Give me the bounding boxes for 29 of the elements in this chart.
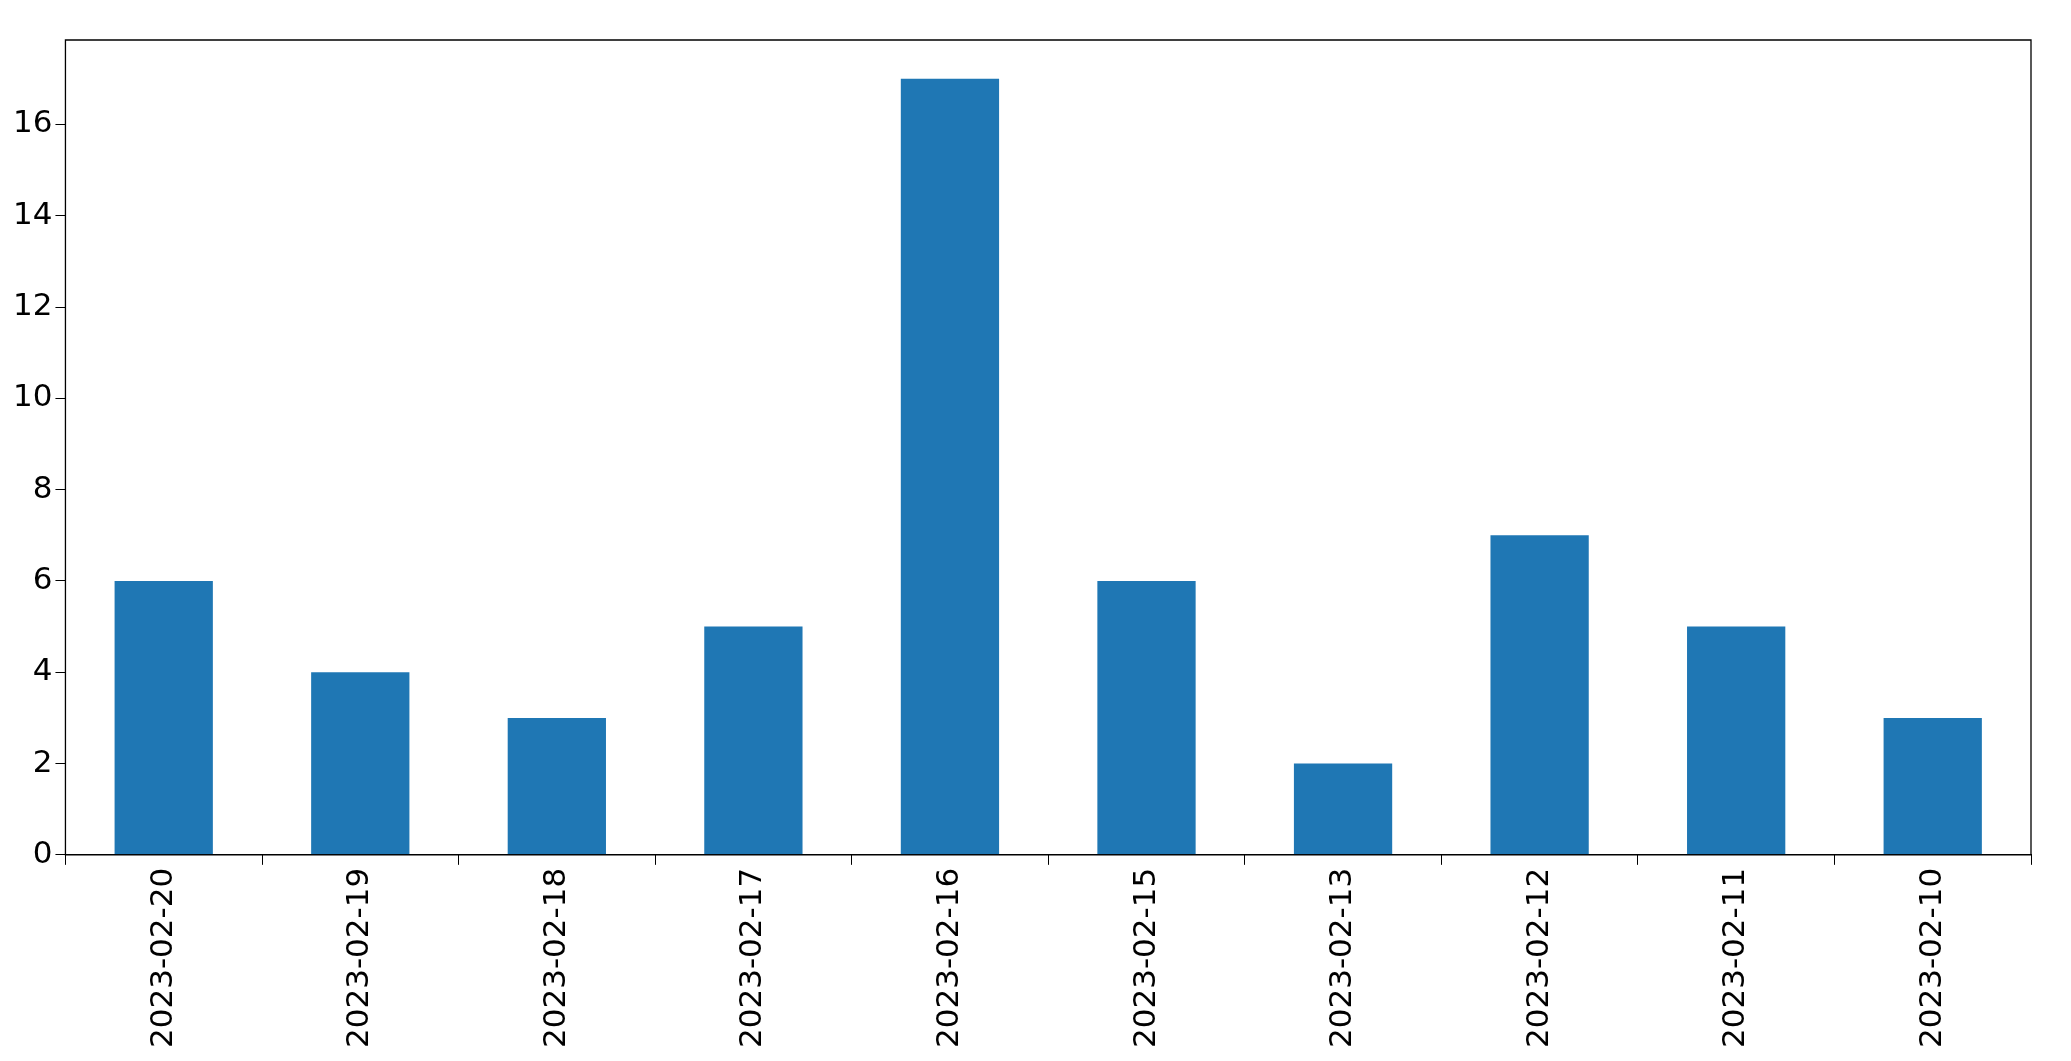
bar xyxy=(1097,580,1196,855)
y-tick-label: 12 xyxy=(12,286,53,323)
bar xyxy=(1687,626,1786,855)
bar xyxy=(311,672,410,855)
y-tick-label: 10 xyxy=(12,377,53,414)
bar xyxy=(1490,535,1589,855)
x-tick-label: 2023-02-17 xyxy=(732,867,769,1049)
y-tick-label: 14 xyxy=(12,194,53,231)
x-tick-label: 2023-02-12 xyxy=(1518,867,1555,1049)
y-tick-label: 0 xyxy=(32,833,53,870)
y-tick-label: 16 xyxy=(12,103,53,140)
x-tick-label: 2023-02-10 xyxy=(1911,867,1948,1049)
y-tick-label: 8 xyxy=(32,468,53,505)
y-tick-label: 6 xyxy=(32,559,53,596)
x-tick-label: 2023-02-20 xyxy=(142,867,179,1049)
x-tick-label: 2023-02-19 xyxy=(339,867,376,1049)
bar xyxy=(900,78,1000,855)
bar xyxy=(114,580,213,855)
bar xyxy=(507,717,606,855)
x-tick-label: 2023-02-11 xyxy=(1715,867,1752,1049)
x-tick-label: 2023-02-18 xyxy=(535,867,572,1049)
x-tick-label: 2023-02-15 xyxy=(1125,867,1162,1049)
bar xyxy=(1293,763,1393,855)
bar xyxy=(704,626,803,855)
bar xyxy=(1883,717,1982,855)
y-tick-label: 2 xyxy=(32,742,53,779)
x-tick-label: 2023-02-13 xyxy=(1322,867,1359,1049)
y-tick-label: 4 xyxy=(32,651,53,688)
x-tick-label: 2023-02-16 xyxy=(928,867,965,1049)
